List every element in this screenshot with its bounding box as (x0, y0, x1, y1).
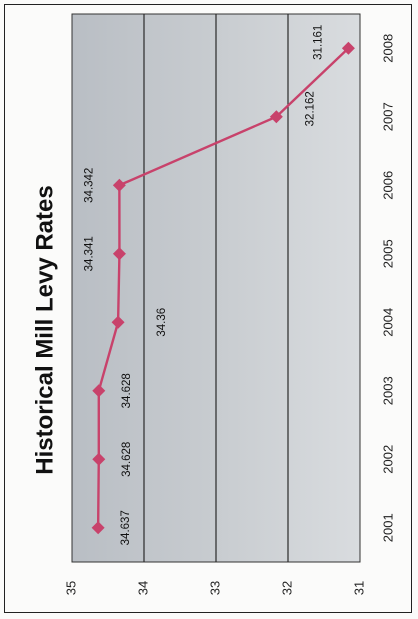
value-tick-label: 32 (279, 581, 294, 595)
data-point-marker (269, 110, 283, 124)
series-line (96, 47, 350, 528)
data-label: 34.342 (83, 168, 95, 203)
data-point-marker (92, 384, 106, 398)
data-label: 34.628 (121, 373, 133, 408)
category-tick-label: 2001 (380, 513, 395, 542)
data-point-marker (92, 452, 106, 466)
value-tick-label: 35 (63, 581, 78, 595)
data-label: 34.36 (156, 308, 168, 337)
category-tick-label: 2007 (380, 102, 395, 131)
data-label: 32.162 (304, 91, 316, 126)
category-tick-label: 2004 (380, 308, 395, 337)
series-layer (91, 41, 355, 535)
data-point-marker (341, 41, 355, 55)
data-label: 34.637 (120, 510, 132, 545)
category-tick-label: 2005 (380, 239, 395, 268)
value-tick-label: 31 (351, 581, 366, 595)
category-tick-label: 2002 (380, 445, 395, 474)
data-label: 34.341 (83, 236, 95, 271)
figure-frame (4, 4, 412, 613)
category-tick-label: 2003 (380, 376, 395, 405)
data-point-marker (112, 247, 126, 261)
chart-title: Historical Mill Levy Rates (31, 185, 58, 474)
data-point-marker (111, 315, 125, 329)
value-tick-label: 33 (207, 581, 222, 595)
data-label: 34.628 (121, 442, 133, 477)
value-tick-label: 34 (135, 581, 150, 595)
category-tick-label: 2008 (380, 34, 395, 63)
category-tick-label: 2006 (380, 171, 395, 200)
label-layer: 35 34 33 32 31 2001 2002 2003 2004 2005 2006 2007 20… (63, 25, 395, 596)
data-label: 31.161 (312, 25, 324, 60)
data-point-marker (91, 521, 105, 535)
data-point-marker (112, 178, 126, 192)
